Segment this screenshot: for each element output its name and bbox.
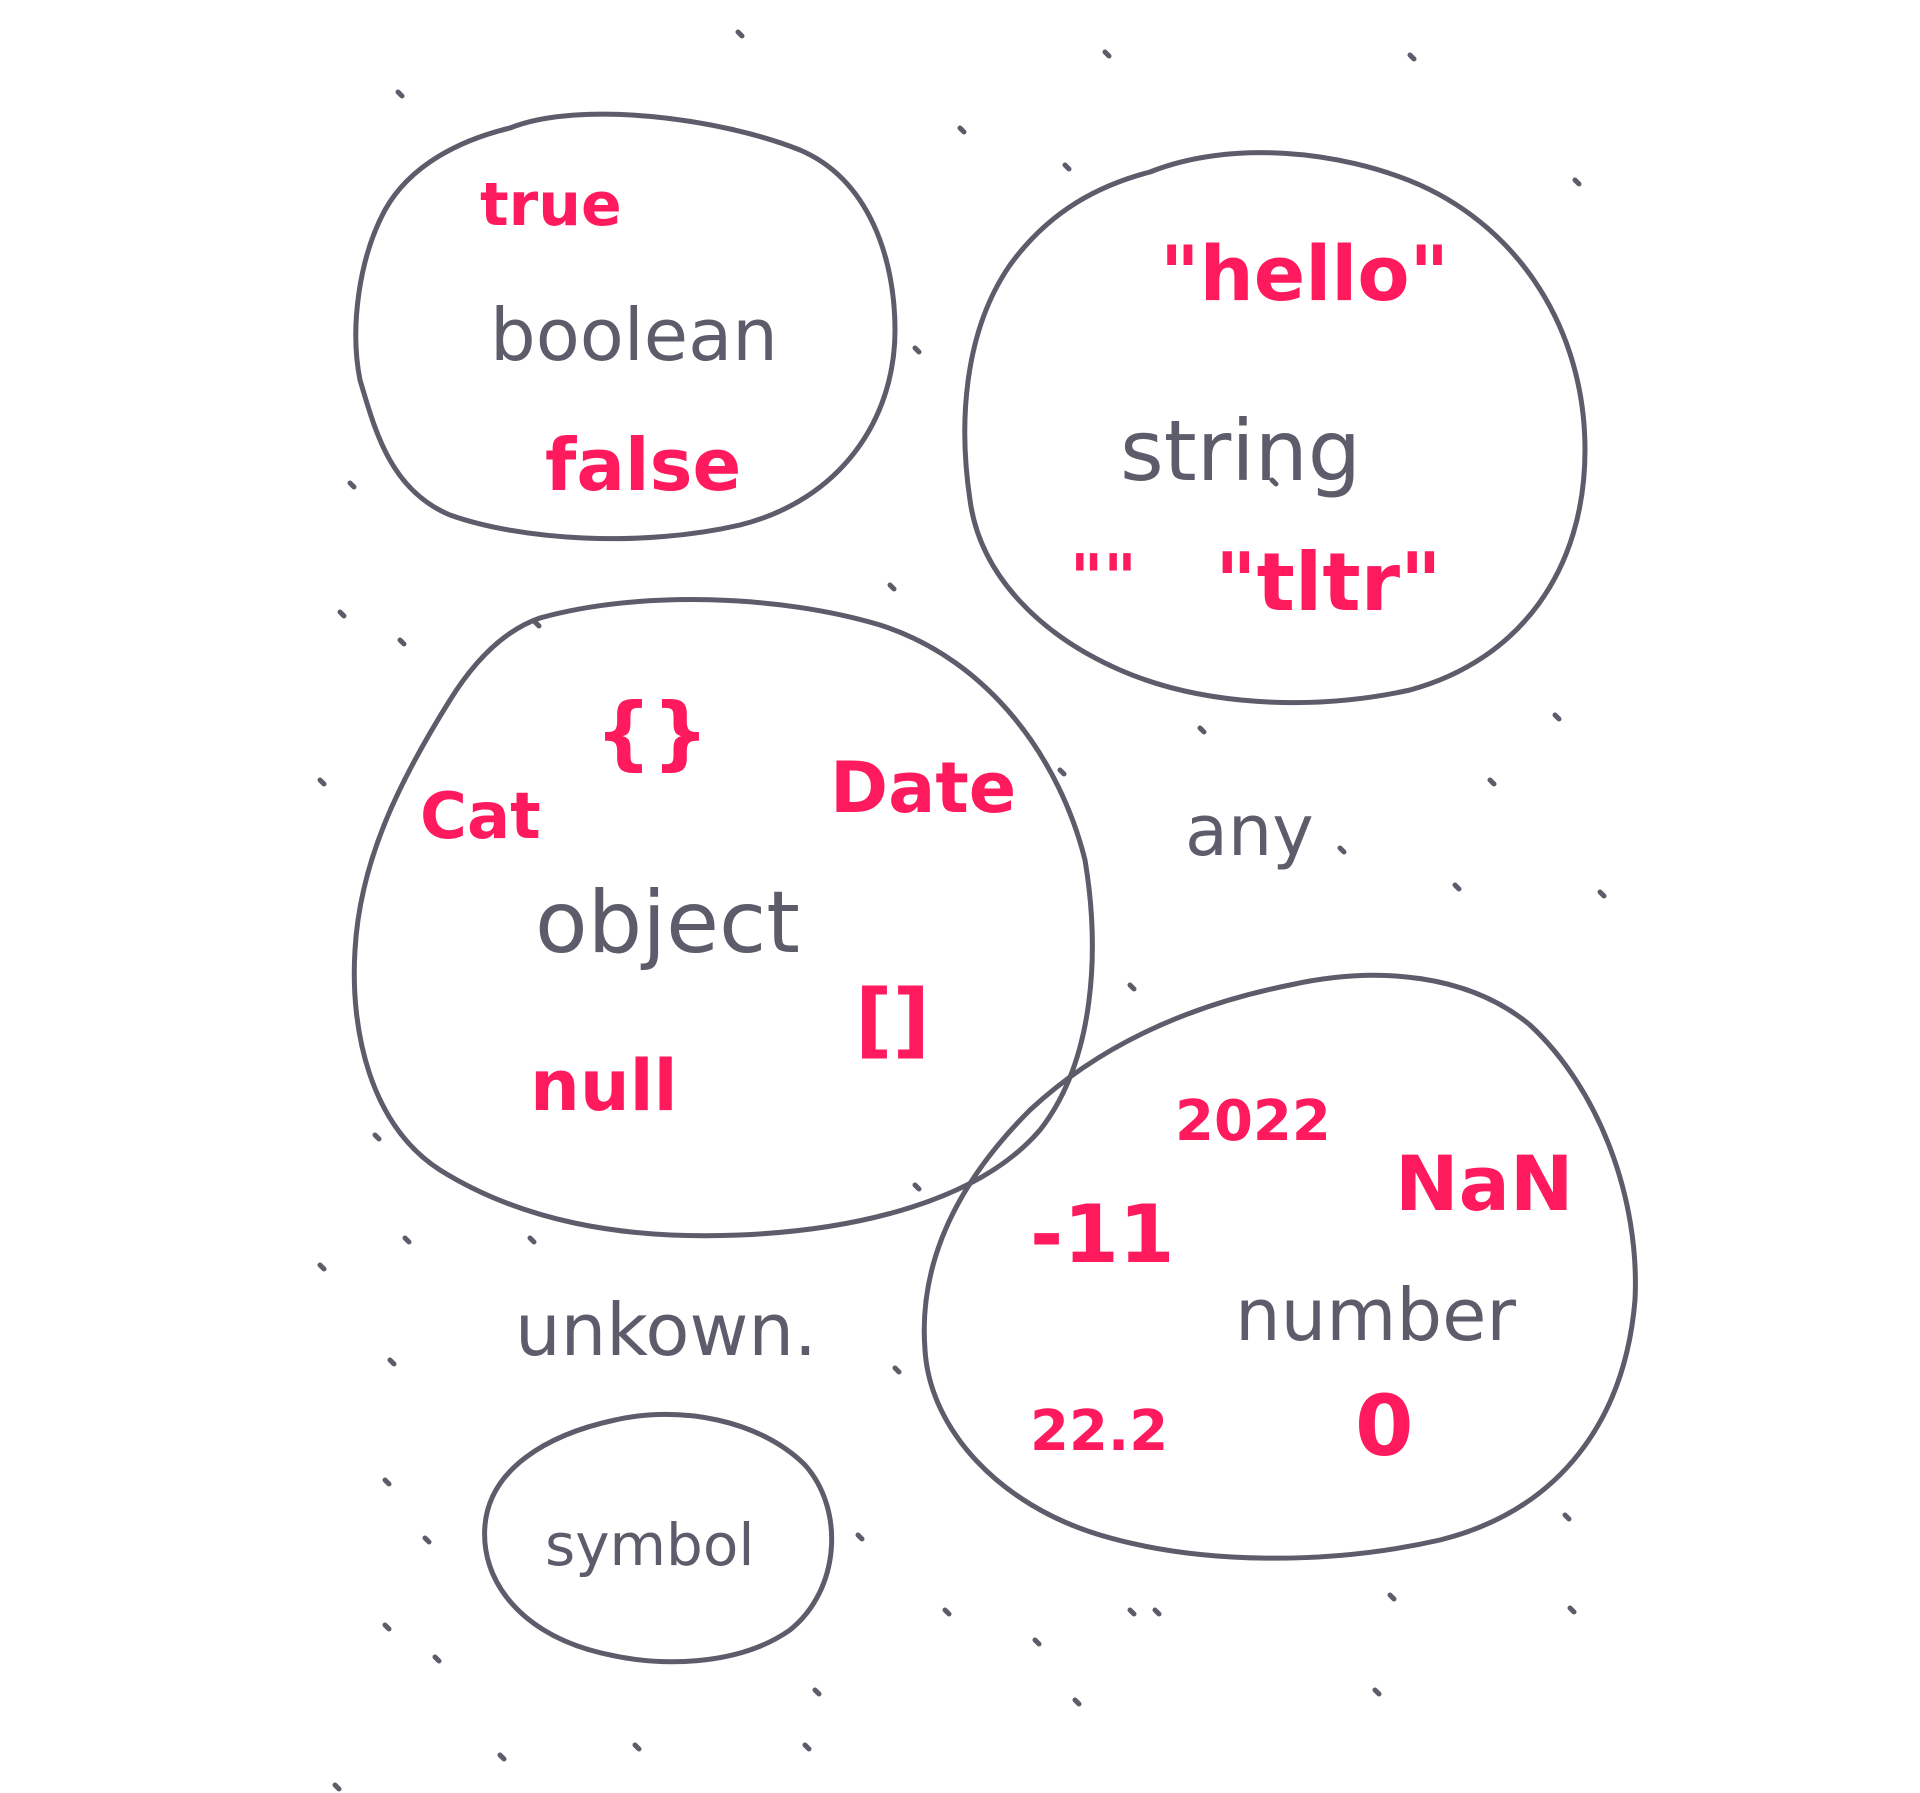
scatter-dot bbox=[1127, 1607, 1137, 1617]
scatter-dot bbox=[1407, 52, 1417, 62]
boolean-outline bbox=[353, 111, 898, 542]
scatter-dot bbox=[812, 1687, 822, 1697]
scatter-dot bbox=[1562, 1512, 1572, 1522]
scatter-dot bbox=[1572, 177, 1582, 187]
number-set: 2022 NaN -11 number 22.2 0 bbox=[921, 972, 1638, 1561]
scatter-dot bbox=[1387, 1592, 1397, 1602]
scatter-dot bbox=[1337, 845, 1347, 855]
object-outline bbox=[351, 597, 1095, 1239]
scatter-dot bbox=[332, 1782, 342, 1792]
string-value-empty: "" bbox=[1070, 542, 1137, 616]
number-type-label: number bbox=[1235, 1273, 1516, 1357]
scatter-dot bbox=[1057, 767, 1067, 777]
scatter-dot bbox=[1197, 725, 1207, 735]
number-value-decimal: 22.2 bbox=[1030, 1399, 1168, 1464]
scatter-dot bbox=[387, 1357, 397, 1367]
any-label: any bbox=[1185, 790, 1314, 872]
scatter-dot bbox=[1372, 1687, 1382, 1697]
number-value-zero: 0 bbox=[1355, 1377, 1413, 1475]
object-type-label: object bbox=[535, 873, 800, 973]
object-value-cat: Cat bbox=[420, 780, 541, 854]
string-type-label: string bbox=[1120, 402, 1361, 500]
number-value-2022: 2022 bbox=[1175, 1089, 1331, 1154]
decorative-dots bbox=[317, 29, 1607, 1792]
object-value-date: Date bbox=[830, 747, 1016, 829]
scatter-dot bbox=[1152, 1607, 1162, 1617]
number-value-nan: NaN bbox=[1395, 1139, 1574, 1228]
object-value-array: [] bbox=[855, 973, 930, 1068]
scatter-dot bbox=[1032, 1637, 1042, 1647]
scatter-dot bbox=[402, 1235, 412, 1245]
string-set: "hello" string "" "tltr" bbox=[962, 150, 1588, 706]
scatter-dot bbox=[317, 777, 327, 787]
scatter-dot bbox=[892, 1365, 902, 1375]
object-set: {} Cat Date object [] null bbox=[351, 597, 1095, 1239]
unknown-label: unkown. bbox=[515, 1288, 817, 1372]
scatter-dot bbox=[1452, 882, 1462, 892]
scatter-dot bbox=[397, 637, 407, 647]
scatter-dot bbox=[1062, 162, 1072, 172]
scatter-dot bbox=[855, 1532, 865, 1542]
boolean-value-true: true bbox=[480, 170, 622, 240]
scatter-dot bbox=[912, 1182, 922, 1192]
scatter-dot bbox=[432, 1654, 442, 1664]
scatter-dot bbox=[735, 29, 745, 39]
scatter-dot bbox=[317, 1262, 327, 1272]
scatter-dot bbox=[957, 125, 967, 135]
symbol-type-label: symbol bbox=[545, 1511, 754, 1579]
boolean-set: true boolean false bbox=[353, 111, 898, 542]
scatter-dot bbox=[497, 1752, 507, 1762]
string-value-hello: "hello" bbox=[1160, 229, 1449, 318]
scatter-dot bbox=[912, 345, 922, 355]
number-value-minus-eleven: -11 bbox=[1030, 1188, 1175, 1281]
symbol-set: symbol bbox=[482, 1411, 835, 1665]
scatter-dot bbox=[1269, 477, 1279, 487]
object-value-null: null bbox=[530, 1045, 678, 1127]
symbol-outline bbox=[482, 1411, 835, 1665]
scatter-dot bbox=[527, 1235, 537, 1245]
scatter-dot bbox=[532, 619, 542, 629]
object-value-braces: {} bbox=[595, 686, 709, 779]
scatter-dot bbox=[395, 89, 405, 99]
boolean-type-label: boolean bbox=[490, 293, 778, 377]
number-outline bbox=[921, 972, 1638, 1561]
scatter-dot bbox=[887, 582, 897, 592]
scatter-dot bbox=[632, 1742, 642, 1752]
scatter-dot bbox=[347, 480, 357, 490]
scatter-dot bbox=[372, 1132, 382, 1142]
string-value-tltr: "tltr" bbox=[1215, 536, 1442, 629]
scatter-dot bbox=[1487, 777, 1497, 787]
boolean-value-false: false bbox=[545, 423, 741, 507]
scatter-dot bbox=[942, 1607, 952, 1617]
scatter-dot bbox=[1567, 1605, 1577, 1615]
scatter-dot bbox=[1102, 49, 1112, 59]
scatter-dot bbox=[382, 1477, 392, 1487]
scatter-dot bbox=[802, 1742, 812, 1752]
scatter-dot bbox=[422, 1535, 432, 1545]
scatter-dot bbox=[1597, 889, 1607, 899]
scatter-dot bbox=[1072, 1697, 1082, 1707]
scatter-dot bbox=[382, 1622, 392, 1632]
string-outline bbox=[962, 150, 1588, 706]
scatter-dot bbox=[1552, 712, 1562, 722]
scatter-dot bbox=[337, 609, 347, 619]
scatter-dot bbox=[1127, 982, 1137, 992]
